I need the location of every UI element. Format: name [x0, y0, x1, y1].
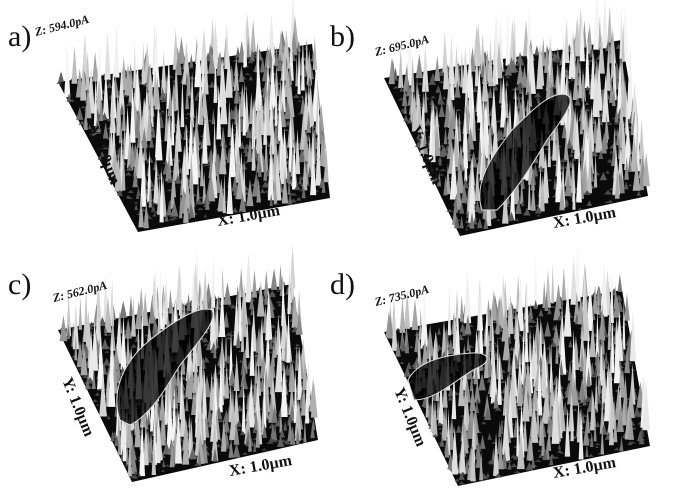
panel-d: d) Z: 735.0pA Y: 1.0µm X: 1.0µm	[330, 245, 650, 486]
surface-spike	[422, 45, 429, 92]
surface-spike	[189, 54, 193, 67]
surface-spike	[64, 43, 70, 97]
surface-spike	[60, 315, 68, 341]
surface-spike	[460, 296, 464, 322]
surface-spike	[245, 252, 252, 302]
surface-spike	[448, 285, 451, 335]
panel-label: d)	[330, 268, 355, 301]
surface-spike	[114, 25, 120, 78]
surface-spike	[420, 295, 428, 349]
surface-spike	[464, 270, 472, 323]
surface-spike	[505, 9, 509, 66]
panel-label: a)	[8, 20, 31, 53]
surface-spike	[129, 295, 133, 316]
surface-spike	[618, 274, 623, 292]
panel-label: b)	[330, 20, 355, 53]
surface-spike	[416, 54, 423, 78]
surface-spike	[434, 56, 440, 82]
figure: a) Z: 594.0pA Y: 1.0µm X: 1.0µm b) Z: 69…	[0, 0, 677, 495]
surface-spike	[120, 301, 127, 318]
panel-label: c)	[8, 268, 31, 301]
z-label: Z: 594.0pA	[32, 12, 90, 39]
surface-spike	[224, 282, 232, 304]
surface-spike	[400, 299, 406, 333]
surface-spike	[202, 269, 207, 311]
z-label: Z: 735.0pA	[372, 282, 430, 309]
surface-spike	[602, 0, 608, 48]
panel-c: c) Z: 562.0pA Y: 1.0µm X: 1.0µm	[8, 245, 318, 482]
surface-spike	[252, 270, 257, 298]
surface-spike	[534, 251, 538, 307]
surface-spike	[104, 31, 110, 79]
surface-spike	[607, 6, 612, 43]
panel-a: a) Z: 594.0pA Y: 1.0µm X: 1.0µm	[8, 0, 330, 232]
panel-b: b) Z: 695.0pA Y: 1.0µm X: 1.0µm	[330, 0, 650, 236]
surface-spike	[250, 19, 256, 55]
surface-spike	[551, 264, 554, 303]
surface-spike	[412, 299, 419, 330]
surface-spike	[398, 49, 403, 88]
surface-spike	[561, 267, 566, 300]
surface-spike	[79, 297, 82, 330]
surface-spike	[534, 45, 539, 55]
z-label: Z: 695.0pA	[372, 32, 430, 59]
surface-spike	[72, 46, 78, 84]
surface-spike	[58, 71, 64, 82]
surface-spike	[271, 268, 278, 290]
